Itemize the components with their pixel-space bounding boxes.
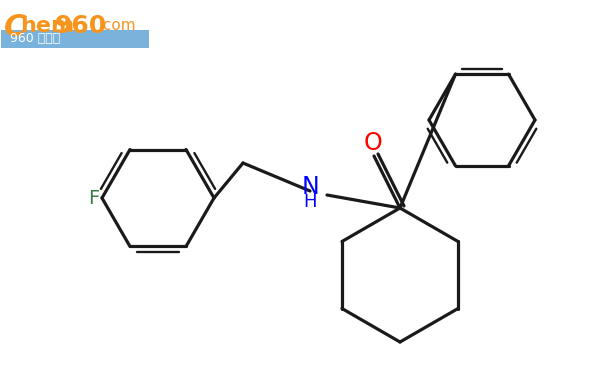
FancyBboxPatch shape xyxy=(1,30,149,48)
Text: H: H xyxy=(303,193,317,211)
Text: .com: .com xyxy=(98,18,136,33)
FancyBboxPatch shape xyxy=(1,1,149,49)
Text: F: F xyxy=(88,189,99,207)
Text: 960: 960 xyxy=(55,14,107,38)
Text: C: C xyxy=(4,12,27,42)
Text: N: N xyxy=(301,175,319,199)
Text: O: O xyxy=(364,131,382,155)
Text: hem: hem xyxy=(20,16,74,36)
Text: 960 化工网: 960 化工网 xyxy=(10,33,60,45)
